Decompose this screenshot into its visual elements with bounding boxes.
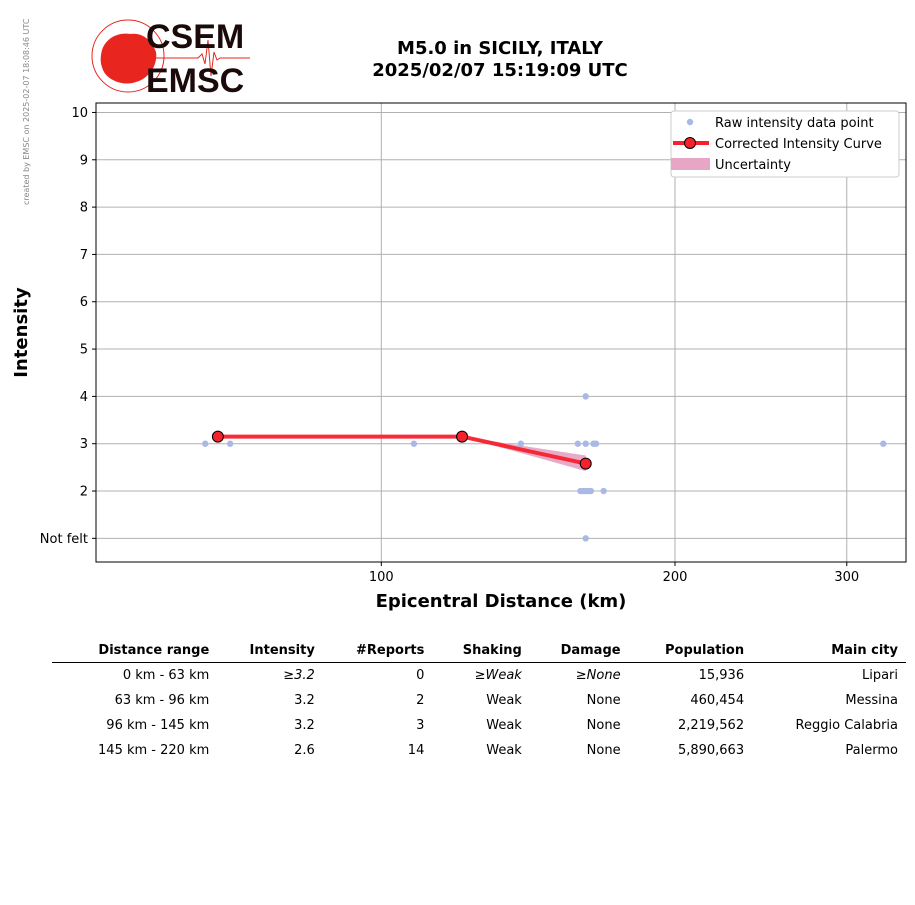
cell-intensity: ≥3.2 [283, 668, 315, 683]
x-tick-label: 200 [663, 570, 688, 585]
header-main-city: Main city [752, 640, 906, 663]
y-tick-label: 8 [80, 201, 88, 216]
header-damage: Damage [529, 640, 629, 663]
table-row: 0 km - 63 km ≥3.2 0 ≥Weak ≥None 15,936 L… [52, 663, 906, 689]
intensity-chart: Not felt 2 3 4 5 6 7 8 9 10 100 200 300 Epicentral Di… [11, 102, 907, 612]
y-tick-label: 3 [80, 437, 88, 452]
legend-label-raw: Raw intensity data point [715, 116, 874, 131]
raw-data-point [202, 440, 209, 447]
cell-shaking: ≥Weak [474, 668, 522, 683]
legend-raw-marker [686, 118, 694, 126]
curve-marker [211, 430, 224, 443]
y-tick-label: 4 [80, 390, 88, 405]
plot-area [96, 103, 906, 562]
header-reports: #Reports [322, 640, 433, 663]
cell-shaking: Weak [486, 743, 522, 758]
curve-marker [456, 430, 469, 443]
raw-data-point [582, 440, 589, 447]
cell-distance-range: 63 km - 96 km [114, 693, 210, 708]
y-tick-label: Not felt [40, 532, 88, 547]
y-axis-label: Intensity [11, 287, 32, 378]
plot-frame [95, 102, 907, 563]
raw-data-point [587, 487, 595, 495]
table-row: 63 km - 96 km 3.2 2 Weak None 460,454 Me… [52, 688, 906, 713]
table-header-row: Distance range Intensity #Reports Shakin… [52, 640, 906, 663]
logo-map [100, 33, 157, 84]
legend-box [670, 110, 900, 178]
header-distance-range: Distance range [52, 640, 218, 663]
header-population: Population [628, 640, 753, 663]
raw-data-point [600, 487, 607, 495]
cell-damage: None [586, 693, 621, 708]
logo-seismogram [148, 39, 250, 77]
raw-data-point [592, 440, 600, 447]
raw-data-point [226, 440, 234, 447]
cell-main-city: Lipari [861, 668, 898, 683]
legend-uncertainty-swatch [671, 158, 710, 170]
table-row: 145 km - 220 km 2.6 14 Weak None 5,890,6… [52, 738, 906, 763]
curve-marker [579, 457, 592, 470]
title-line-2: 2025/02/07 15:19:09 UTC [372, 60, 628, 81]
legend-curve-marker [684, 137, 696, 149]
header-intensity: Intensity [217, 640, 323, 663]
x-axis-label: Epicentral Distance (km) [376, 591, 627, 612]
cell-reports: 14 [407, 743, 425, 758]
cell-intensity: 3.2 [294, 718, 315, 733]
cell-intensity: 2.6 [294, 743, 315, 758]
cell-damage: None [586, 743, 621, 758]
raw-data-point [410, 440, 418, 447]
summary-table: Distance range Intensity #Reports Shakin… [52, 640, 906, 763]
cell-intensity: 3.2 [294, 693, 315, 708]
chart-title: M5.0 in SICILY, ITALY 2025/02/07 15:19:0… [300, 38, 700, 82]
logo-globe [91, 19, 165, 93]
raw-data-point [880, 440, 887, 447]
uncertainty-band [462, 436, 586, 472]
y-tick-label: 2 [80, 485, 88, 500]
x-tick-label: 300 [834, 570, 859, 585]
table-row: 96 km - 145 km 3.2 3 Weak None 2,219,562… [52, 713, 906, 738]
raw-data-point [582, 393, 589, 400]
x-tick-label: 100 [369, 570, 394, 585]
y-tick-label: 10 [71, 106, 88, 121]
cell-reports: 0 [416, 668, 425, 683]
raw-data-point [582, 535, 589, 542]
y-tick-label: 7 [80, 248, 88, 263]
cell-main-city: Palermo [845, 743, 898, 758]
cell-main-city: Reggio Calabria [795, 718, 898, 733]
cell-population: 2,219,562 [677, 718, 745, 733]
raw-data-point [574, 440, 581, 447]
cell-distance-range: 0 km - 63 km [122, 668, 210, 683]
legend-label-uncertainty: Uncertainty [715, 158, 791, 173]
cell-population: 460,454 [690, 693, 745, 708]
legend-label-curve: Corrected Intensity Curve [715, 137, 882, 152]
title-line-1: M5.0 in SICILY, ITALY [397, 38, 603, 59]
cell-population: 15,936 [698, 668, 745, 683]
raw-data-point [517, 440, 525, 447]
logo-text-emsc: EMSC [146, 62, 244, 98]
y-tick-label: 6 [80, 295, 88, 310]
logo-text-csem: CSEM [146, 18, 244, 56]
cell-shaking: Weak [486, 693, 522, 708]
cell-reports: 2 [416, 693, 425, 708]
cell-reports: 3 [416, 718, 425, 733]
emsc-logo: CSEM EMSC [91, 18, 250, 98]
cell-shaking: Weak [486, 718, 522, 733]
cell-population: 5,890,663 [677, 743, 745, 758]
cell-distance-range: 96 km - 145 km [106, 718, 210, 733]
header-shaking: Shaking [432, 640, 530, 663]
cell-distance-range: 145 km - 220 km [98, 743, 210, 758]
y-tick-label: 9 [80, 153, 88, 168]
y-tick-label: 5 [80, 343, 88, 358]
cell-damage: None [586, 718, 621, 733]
cell-damage: ≥None [575, 668, 621, 683]
cell-main-city: Messina [845, 693, 898, 708]
